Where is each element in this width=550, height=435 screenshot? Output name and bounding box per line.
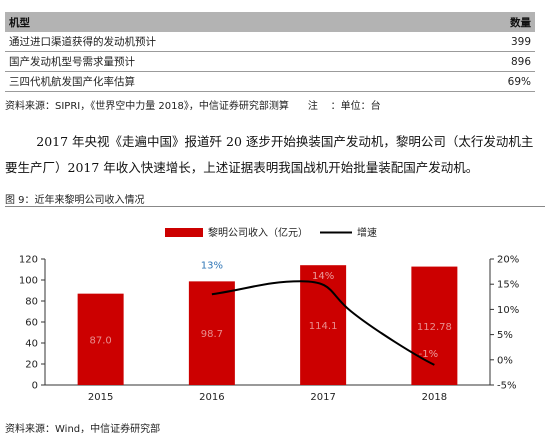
x-axis-tick-label: 2015 (88, 392, 113, 403)
chart-bar (411, 266, 458, 385)
table-row: 三四代机航发国产化率估算 69% (5, 71, 535, 92)
body-paragraph: 2017 年央视《走遍中国》报道歼 20 逐步开始换装国产发动机，黎明公司（太行… (5, 134, 534, 175)
bar-data-label: 112.78 (417, 322, 452, 333)
legend-line-label: 增速 (357, 226, 377, 239)
chart-bar (77, 293, 124, 385)
table-cell-label: 三四代机航发国产化率估算 (5, 71, 446, 92)
left-axis-tick-label: 120 (19, 255, 38, 266)
table-cell-value: 399 (445, 32, 535, 52)
chart-source-note: 资料来源：Wind，中信证券研究部 (5, 424, 161, 435)
legend-bar-label: 黎明公司收入（亿元） (208, 226, 308, 239)
table-header-quantity: 数量 (445, 12, 535, 32)
table-row: 国产发动机型号需求量预计 896 (5, 51, 535, 72)
bar-data-label: 114.1 (309, 321, 338, 332)
table-cell-value: 69% (445, 71, 535, 92)
left-axis-tick-label: 60 (25, 318, 38, 329)
revenue-chart: 黎明公司收入（亿元） 增速 0 20 40 60 80 100 120 -5% 0% 5% 10% 15%… (19, 226, 519, 403)
right-axis-tick-label: 15% (497, 280, 519, 291)
table-source-note: 资料来源：SIPRI，《世界空中力量 2018》，中信证券研究部测算 注 ：单位… (5, 101, 381, 112)
growth-line (211, 280, 435, 366)
right-axis-tick-label: 5% (497, 330, 513, 341)
right-axis-tick-label: 10% (497, 305, 519, 316)
left-axis-tick-label: 100 (19, 276, 38, 287)
engine-table: 机型 数量 通过进口渠道获得的发动机预计 399 国产发动机型号需求量预计 89… (5, 12, 535, 92)
chart-bar (188, 281, 235, 385)
legend-bar-swatch (165, 228, 203, 237)
left-axis-tick-label: 20 (25, 360, 38, 371)
growth-data-label: -1% (419, 349, 438, 360)
figure-title: 图 9：近年来黎明公司收入情况 (5, 195, 145, 206)
growth-data-label: 13% (201, 260, 223, 271)
table-cell-value: 896 (445, 51, 535, 72)
growth-data-label: 14% (312, 271, 334, 282)
table-row: 通过进口渠道获得的发动机预计 399 (5, 32, 535, 52)
x-axis-tick-label: 2016 (199, 392, 224, 403)
table-cell-label: 国产发动机型号需求量预计 (5, 51, 446, 72)
left-axis-tick-label: 80 (25, 297, 38, 308)
table-cell-label: 通过进口渠道获得的发动机预计 (5, 32, 446, 52)
figure-title-rule (5, 206, 545, 207)
x-axis-tick-label: 2018 (422, 392, 447, 403)
right-axis-tick-label: -5% (497, 381, 516, 392)
bar-data-label: 87.0 (89, 335, 111, 346)
table-header-model: 机型 (5, 12, 446, 32)
bar-data-label: 98.7 (201, 329, 223, 340)
right-axis-tick-label: 0% (497, 355, 513, 366)
table-header: 机型 数量 (5, 12, 535, 32)
left-axis-tick-label: 40 (25, 339, 38, 350)
left-axis-tick-label: 0 (32, 381, 38, 392)
x-axis-tick-label: 2017 (310, 392, 335, 403)
right-axis-tick-label: 20% (497, 255, 519, 266)
